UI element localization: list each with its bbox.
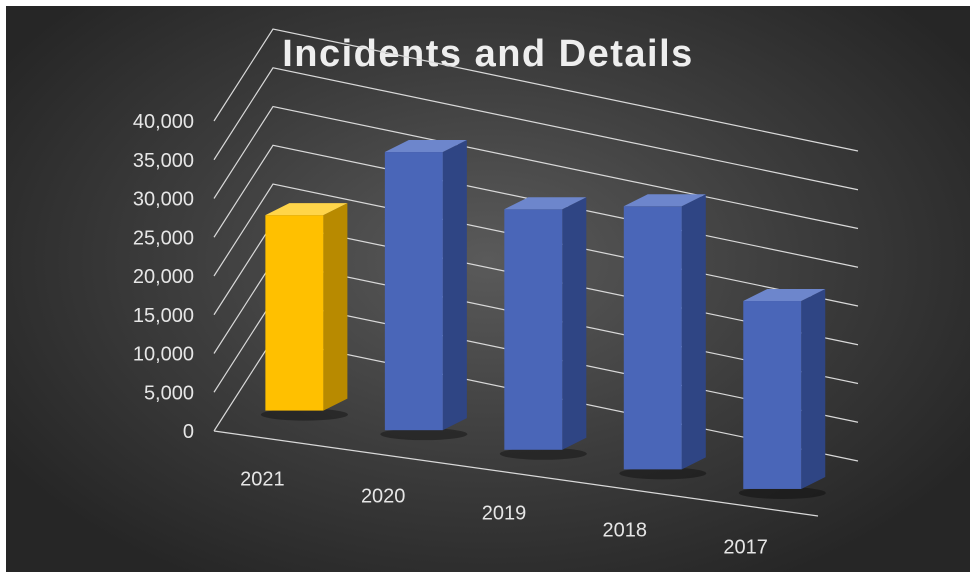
category-labels: 2021 2020 2019 2018 2017: [240, 469, 768, 559]
bar-shadow: [380, 428, 468, 441]
x-category-label: 2021: [240, 469, 285, 491]
y-tick-label: 30,000: [133, 189, 194, 211]
x-category-label: 2017: [723, 537, 768, 559]
bar-top-face: [504, 197, 587, 210]
bar-shadow: [738, 486, 826, 499]
y-tick-label: 25,000: [133, 227, 194, 249]
chart-background: Incidents and Details 0 5,000 10,000 15,000…: [6, 6, 970, 572]
x-category-label: 2020: [361, 486, 406, 508]
y-axis-ticks: 0 5,000 10,000 15,000 20,000 25,000 30,000 35,0…: [133, 111, 194, 443]
bar-side-face: [681, 194, 706, 470]
bar-shadow: [499, 447, 587, 460]
y-tick-label: 20,000: [133, 266, 194, 288]
bar-top-face: [265, 203, 348, 216]
y-tick-label: 10,000: [133, 344, 194, 366]
bar-2021: [260, 203, 348, 421]
bar-front-face: [265, 215, 324, 411]
bars: [260, 140, 826, 499]
bar-side-face: [562, 197, 587, 450]
bar-front-face: [504, 209, 563, 450]
chart-title: Incidents and Details: [282, 33, 694, 75]
bar-shadow: [260, 408, 348, 421]
gridline: [213, 67, 859, 191]
x-category-label: 2018: [603, 520, 648, 542]
bar-side-face: [442, 140, 467, 431]
bar-front-face: [743, 301, 802, 489]
bar-side-face: [801, 289, 826, 489]
bar-top-face: [743, 289, 826, 302]
bar-shadow: [619, 467, 707, 480]
x-category-label: 2019: [482, 503, 527, 525]
bar-chart: Incidents and Details 0 5,000 10,000 15,000…: [133, 28, 859, 559]
bar-2020: [380, 140, 468, 441]
y-tick-label: 35,000: [133, 150, 194, 172]
bar-top-face: [384, 140, 467, 153]
y-tick-label: 0: [183, 421, 194, 443]
gridlines: [213, 28, 859, 517]
bar-2018: [619, 194, 707, 480]
y-tick-label: 5,000: [144, 382, 194, 404]
bar-top-face: [623, 194, 706, 207]
gridline: [213, 28, 859, 152]
bar-front-face: [623, 206, 682, 470]
y-tick-label: 15,000: [133, 305, 194, 327]
gridline: [213, 105, 859, 230]
y-tick-label: 40,000: [133, 111, 194, 133]
bar-2019: [499, 197, 587, 460]
bar-side-face: [323, 203, 348, 411]
bar-front-face: [384, 152, 443, 431]
floor-front-edge: [213, 430, 819, 517]
bar-2017: [738, 289, 826, 499]
